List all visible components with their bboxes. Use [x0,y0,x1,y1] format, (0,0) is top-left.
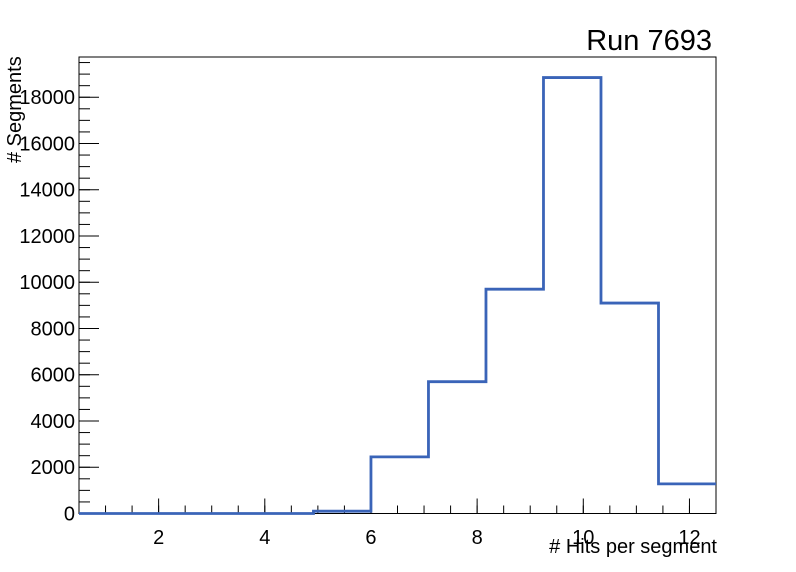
x-tick-label: 6 [365,527,376,549]
y-tick-label: 12000 [19,226,75,248]
plot-frame [78,56,717,514]
y-axis-title: # Segments [4,56,26,163]
x-tick-label: 8 [472,527,483,549]
x-tick-label: 4 [259,527,270,549]
y-tick-label: 0 [64,504,75,526]
histogram-line [79,76,716,515]
chart-title: Run 7693 [586,25,712,57]
x-tick-label: 2 [153,527,164,549]
x-tick-label: 12 [678,527,700,549]
y-tick-label: 10000 [19,272,75,294]
y-tick-label: 18000 [19,87,75,109]
y-tick-label: 8000 [31,318,76,340]
y-tick-label: 14000 [19,180,75,202]
y-tick-label: 4000 [31,411,76,433]
y-tick-label: 6000 [31,365,76,387]
y-tick-label: 16000 [19,133,75,155]
x-tick-label: 10 [572,527,594,549]
x-axis-title: # Hits per segment [549,536,717,558]
y-tick-label: 2000 [31,457,76,479]
